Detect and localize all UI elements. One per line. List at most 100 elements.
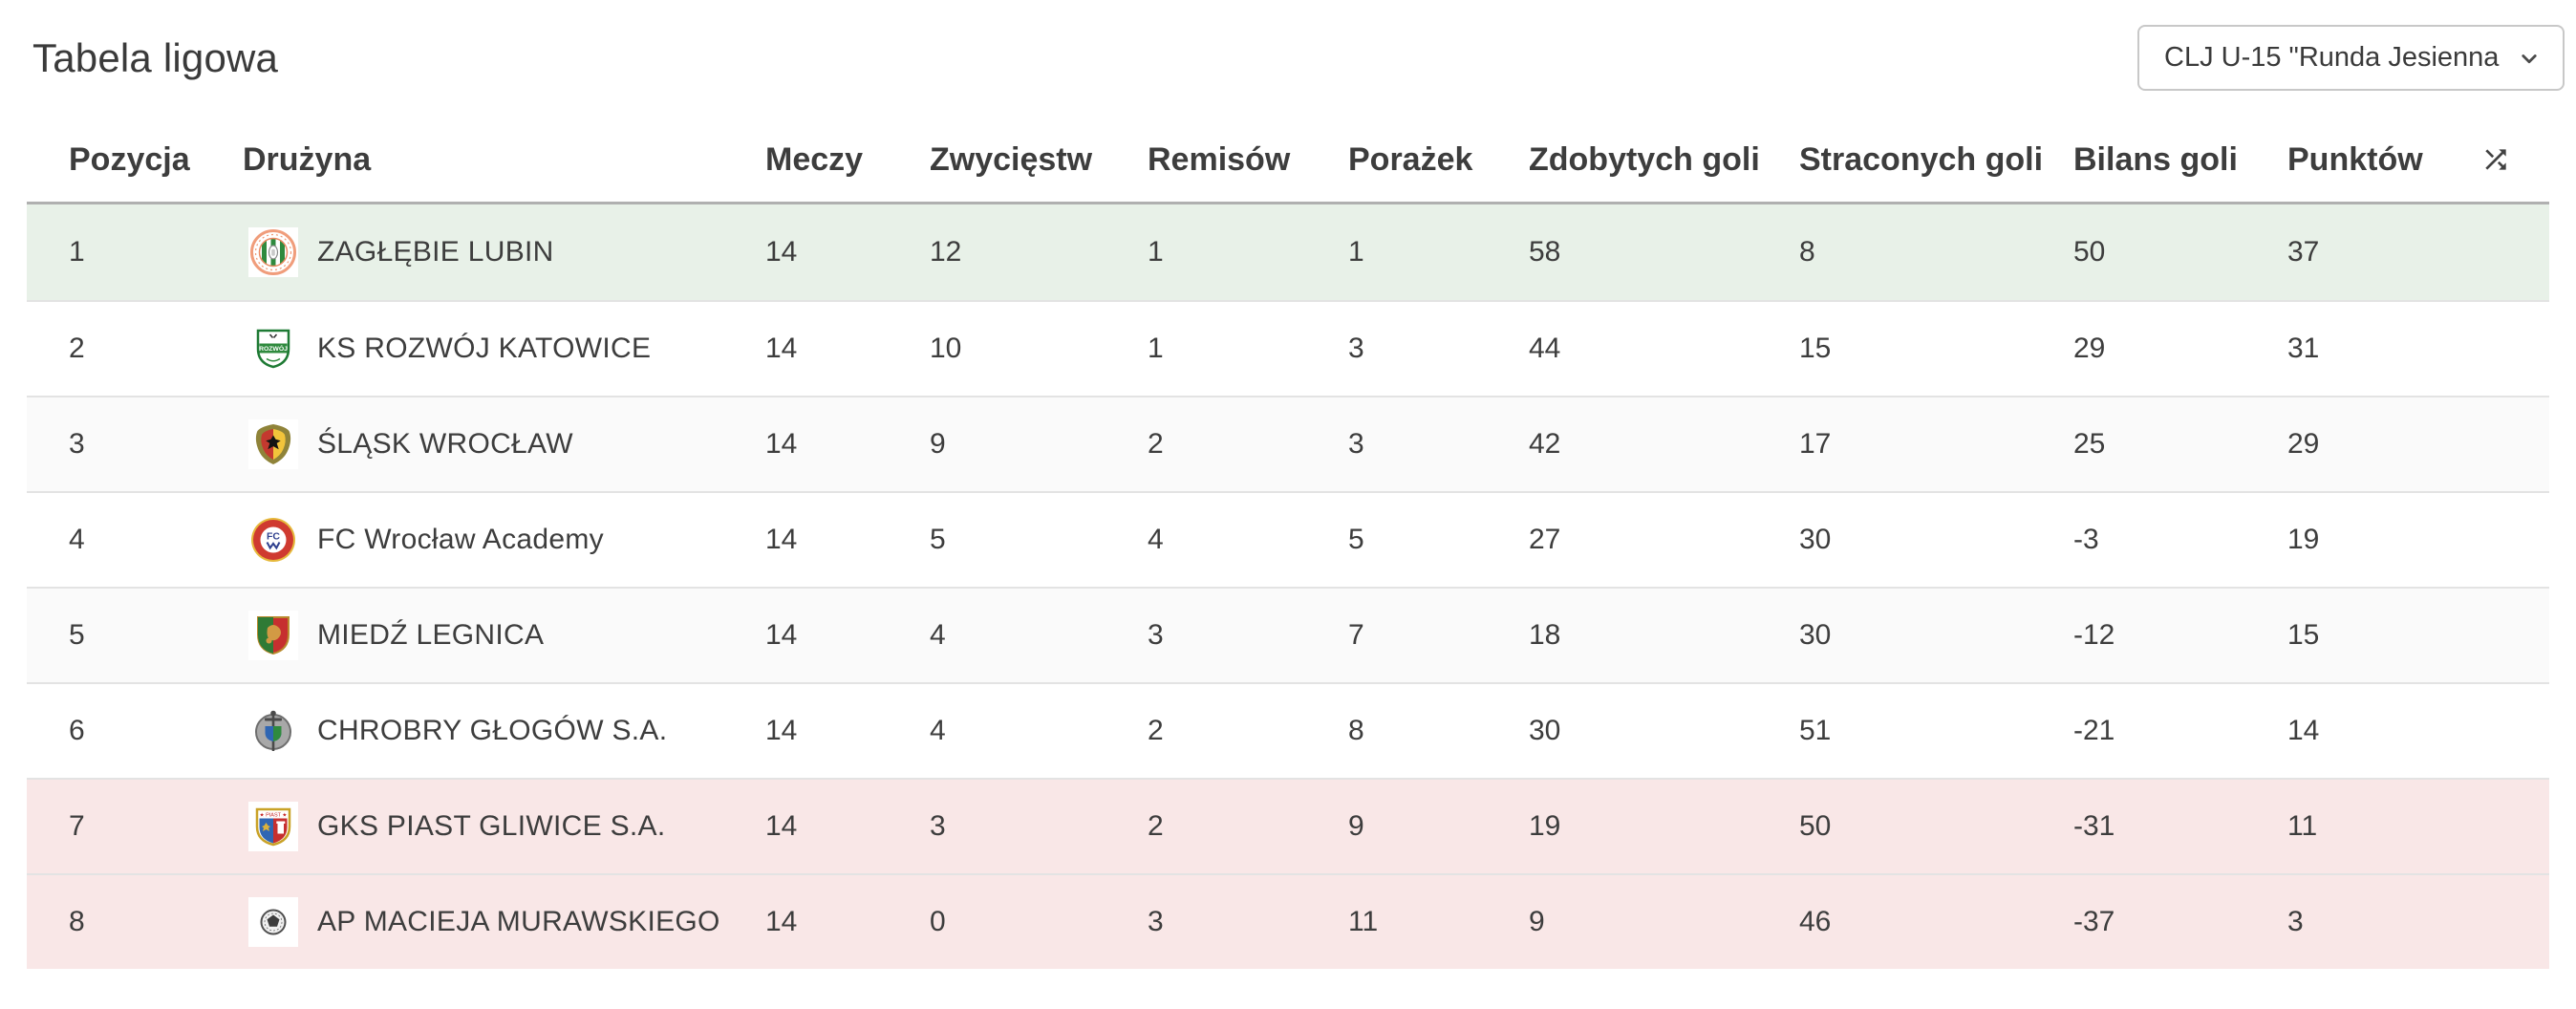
row-points: 29 (2287, 428, 2320, 460)
row-wins: 9 (930, 428, 946, 460)
row-goals-for: 30 (1529, 715, 1561, 746)
row-wins: 12 (930, 236, 962, 268)
row-goals-for: 19 (1529, 810, 1561, 842)
row-points: 11 (2287, 810, 2318, 842)
column-header-straconych-goli: Straconych goli (1799, 140, 2044, 178)
row-position: 4 (69, 524, 85, 555)
row-position: 1 (69, 236, 85, 268)
row-goal-balance: -3 (2073, 524, 2099, 555)
row-points: 15 (2287, 619, 2320, 651)
row-position: 6 (69, 715, 85, 746)
row-matches: 14 (765, 619, 798, 651)
row-goal-balance: -37 (2073, 906, 2115, 937)
row-points: 31 (2287, 333, 2320, 364)
row-goals-for: 58 (1529, 236, 1561, 268)
row-wins: 10 (930, 333, 962, 364)
row-draws: 1 (1148, 333, 1164, 364)
row-goals-for: 44 (1529, 333, 1561, 364)
row-goals-for: 42 (1529, 428, 1561, 460)
row-goals-against: 50 (1799, 810, 1832, 842)
fc-wroclaw-academy-logo: FC (248, 515, 298, 565)
row-matches: 14 (765, 428, 798, 460)
row-wins: 5 (930, 524, 946, 555)
row-matches: 14 (765, 715, 798, 746)
chevron-down-icon (2522, 54, 2537, 63)
row-draws: 3 (1148, 906, 1164, 937)
competition-dropdown[interactable]: CLJ U-15 "Runda Jesienna G... (2137, 25, 2565, 91)
row-draws: 2 (1148, 810, 1164, 842)
rozwoj-katowice-logo: ROZWÓJ (248, 324, 298, 374)
row-draws: 3 (1148, 619, 1164, 651)
row-draws: 2 (1148, 715, 1164, 746)
column-header-remisow: Remisów (1148, 140, 1291, 178)
row-wins: 4 (930, 619, 946, 651)
column-header-meczy: Meczy (765, 140, 864, 178)
row-losses: 8 (1348, 715, 1364, 746)
column-header-pozycja: Pozycja (69, 140, 190, 178)
row-matches: 14 (765, 524, 798, 555)
column-header-zwyciestw: Zwycięstw (930, 140, 1093, 178)
shuffle-icon[interactable] (2480, 144, 2511, 175)
table-body: 1 ZAGŁĘBIE LUBIN 14 12 1 1 58 8 50 37 2 … (27, 202, 2549, 969)
row-losses: 3 (1348, 428, 1364, 460)
piast-gliwice-logo: ★ PIAST ★ (248, 802, 298, 851)
row-losses: 7 (1348, 619, 1364, 651)
column-header-druzyna: Drużyna (243, 140, 372, 178)
row-matches: 14 (765, 906, 798, 937)
row-goals-against: 30 (1799, 619, 1832, 651)
column-header-punktow: Punktów (2287, 140, 2423, 178)
row-wins: 4 (930, 715, 946, 746)
row-losses: 9 (1348, 810, 1364, 842)
row-goals-against: 46 (1799, 906, 1832, 937)
column-header-bilans-goli: Bilans goli (2073, 140, 2238, 178)
row-losses: 11 (1348, 906, 1379, 937)
svg-text:ROZWÓJ: ROZWÓJ (259, 344, 288, 353)
team-name: CHROBRY GŁOGÓW S.A. (317, 715, 668, 746)
row-points: 14 (2287, 715, 2320, 746)
miedz-legnica-logo (248, 611, 298, 660)
column-header-porazek: Porażek (1348, 140, 1473, 178)
team-name: GKS PIAST GLIWICE S.A. (317, 810, 666, 842)
row-goal-balance: -31 (2073, 810, 2115, 842)
row-losses: 5 (1348, 524, 1364, 555)
table-row[interactable]: 6 CHROBRY GŁOGÓW S.A. 14 4 2 8 30 51 -21… (27, 682, 2549, 778)
row-goals-against: 30 (1799, 524, 1832, 555)
team-name: MIEDŹ LEGNICA (317, 619, 545, 651)
table-row[interactable]: 7 ★ PIAST ★ GKS PIAST GLIWICE S.A. 14 3 … (27, 778, 2549, 873)
team-name: KS ROZWÓJ KATOWICE (317, 333, 652, 364)
row-position: 7 (69, 810, 85, 842)
row-goal-balance: -21 (2073, 715, 2115, 746)
table-row[interactable]: 5 MIEDŹ LEGNICA 14 4 3 7 18 30 -12 15 (27, 587, 2549, 682)
table-row[interactable]: 4 FC FC Wrocław Academy 14 5 4 5 27 30 -… (27, 491, 2549, 587)
competition-dropdown-value: CLJ U-15 "Runda Jesienna G... (2164, 42, 2503, 73)
row-position: 5 (69, 619, 85, 651)
table-row[interactable]: 3 ŚLĄSK WROCŁAW 14 9 2 3 42 17 25 29 (27, 396, 2549, 491)
row-goals-against: 8 (1799, 236, 1815, 268)
row-goals-against: 17 (1799, 428, 1832, 460)
row-draws: 1 (1148, 236, 1164, 268)
row-matches: 14 (765, 333, 798, 364)
row-draws: 2 (1148, 428, 1164, 460)
row-goal-balance: -12 (2073, 619, 2115, 651)
row-points: 37 (2287, 236, 2320, 268)
row-draws: 4 (1148, 524, 1164, 555)
team-name: FC Wrocław Academy (317, 524, 604, 555)
ap-murawskiego-logo (248, 897, 298, 947)
svg-text:★ PIAST ★: ★ PIAST ★ (260, 812, 288, 819)
team-name: ZAGŁĘBIE LUBIN (317, 236, 554, 268)
row-goals-against: 51 (1799, 715, 1832, 746)
table-row[interactable]: 8 AP MACIEJA MURAWSKIEGO 14 0 3 11 9 46 … (27, 873, 2549, 969)
row-points: 19 (2287, 524, 2320, 555)
row-points: 3 (2287, 906, 2304, 937)
row-position: 3 (69, 428, 85, 460)
zaglebie-lubin-logo (248, 227, 298, 277)
table-row[interactable]: 2 ROZWÓJ KS ROZWÓJ KATOWICE 14 10 1 3 44… (27, 300, 2549, 396)
table-header: Pozycja Drużyna Meczy Zwycięstw Remisów … (27, 100, 2549, 202)
top-bar: Tabela ligowa CLJ U-15 "Runda Jesienna G… (0, 0, 2576, 100)
row-goals-for: 18 (1529, 619, 1561, 651)
row-goal-balance: 50 (2073, 236, 2106, 268)
row-matches: 14 (765, 236, 798, 268)
row-wins: 3 (930, 810, 946, 842)
table-row[interactable]: 1 ZAGŁĘBIE LUBIN 14 12 1 1 58 8 50 37 (27, 204, 2549, 300)
chrobry-glogow-logo (248, 706, 298, 756)
